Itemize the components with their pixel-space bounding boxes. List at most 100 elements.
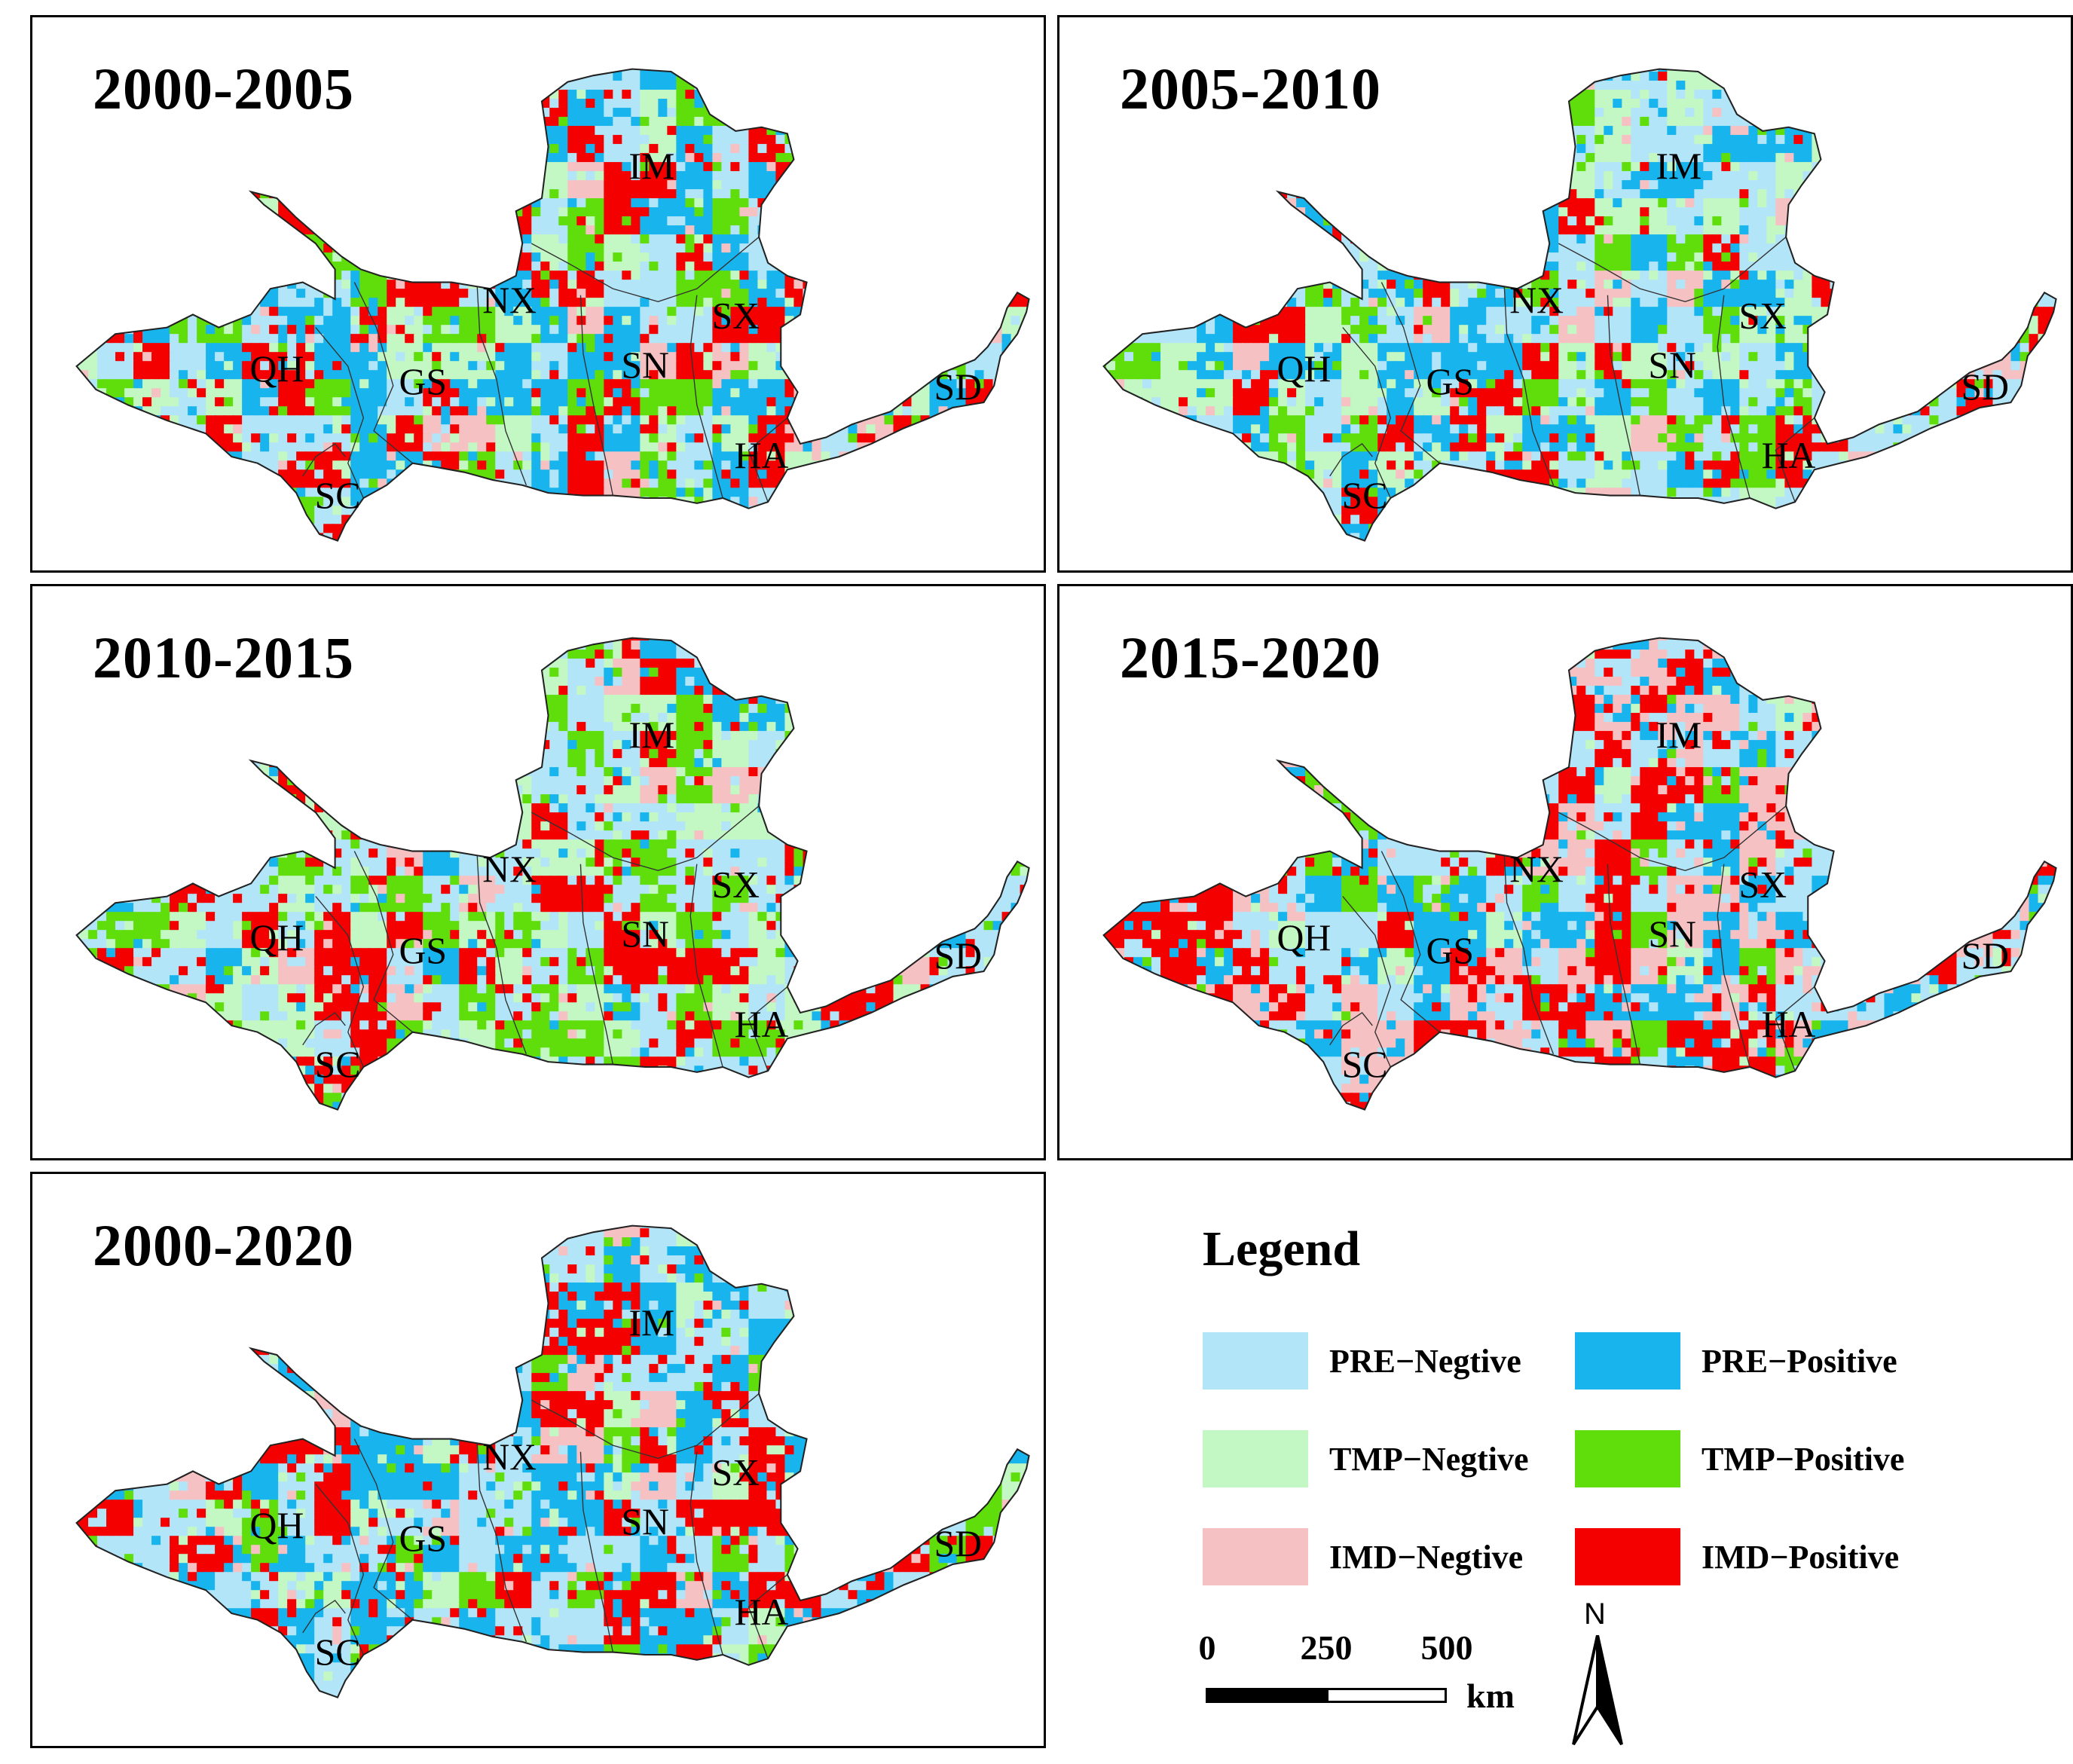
map-cell [531, 135, 542, 145]
map-cell [242, 397, 252, 408]
map-cell [839, 460, 849, 471]
map-cell [595, 325, 605, 335]
map-cell [1020, 334, 1029, 344]
map-cell [76, 72, 81, 82]
map-cell [179, 234, 189, 245]
map-cell [79, 72, 90, 82]
map-cell [793, 243, 804, 254]
map-cell [1020, 252, 1029, 263]
map-cell [179, 370, 189, 381]
map-cell [622, 361, 632, 371]
map-cell [423, 271, 433, 281]
map-cell [685, 108, 696, 118]
map-cell [911, 108, 922, 118]
map-cell [106, 361, 117, 371]
map-cell [188, 280, 198, 290]
map-cell [97, 451, 108, 462]
map-cell [396, 397, 406, 408]
map-cell [586, 216, 596, 227]
map-cell [432, 289, 442, 299]
map-cell [495, 424, 506, 435]
map-cell [242, 361, 252, 371]
map-cell [396, 81, 406, 91]
map-cell [712, 144, 723, 154]
map-cell [549, 433, 560, 444]
map-cell [76, 361, 81, 371]
map-cell [739, 442, 750, 453]
map-cell [76, 460, 81, 471]
map-cell [549, 216, 560, 227]
map-cell [188, 171, 198, 182]
map-cell [504, 388, 515, 399]
map-cell [956, 180, 967, 191]
map-cell [640, 180, 650, 191]
map-cell [387, 162, 397, 173]
map-cell [947, 234, 958, 245]
map-cell [188, 361, 198, 371]
map-cell [405, 451, 415, 462]
map-cell [649, 388, 659, 399]
map-cell [739, 307, 750, 317]
map-cell [613, 415, 623, 426]
map-cell [983, 126, 994, 136]
map-cell [558, 379, 569, 390]
map-cell [341, 406, 352, 417]
map-cell [142, 424, 153, 435]
map-cell [604, 424, 614, 435]
map-cell [739, 379, 750, 390]
map-cell [215, 189, 225, 200]
map-cell [142, 352, 153, 362]
map-cell [793, 144, 804, 154]
map-cell [649, 126, 659, 136]
map-cell [712, 69, 723, 73]
map-cell [368, 280, 379, 290]
map-cell [142, 234, 153, 245]
map-cell [784, 69, 795, 73]
map-cell [558, 171, 569, 182]
map-cell [1011, 406, 1021, 417]
map-cell [378, 126, 388, 136]
map-cell [76, 90, 81, 100]
map-cell [812, 370, 822, 381]
map-cell [830, 81, 840, 91]
map-cell [396, 126, 406, 136]
map-cell [567, 397, 578, 408]
map-cell [685, 69, 696, 73]
map-cell [260, 280, 271, 290]
map-cell [613, 234, 623, 245]
map-cell [793, 207, 804, 218]
map-cell [450, 352, 460, 362]
map-cell [432, 117, 442, 127]
map-cell [757, 469, 768, 480]
map-cell [1011, 207, 1021, 218]
map-cell [486, 108, 497, 118]
map-cell [459, 234, 469, 245]
map-cell [766, 99, 777, 109]
map-cell [269, 478, 280, 489]
map-cell [893, 108, 903, 118]
map-cell [106, 271, 117, 281]
map-cell [188, 415, 198, 426]
map-cell [567, 334, 578, 344]
map-cell [929, 171, 940, 182]
map-cell [522, 325, 533, 335]
map-cell [857, 379, 867, 390]
map-cell [79, 108, 90, 118]
map-cell [305, 352, 316, 362]
map-cell [549, 198, 560, 209]
map-cell [531, 352, 542, 362]
map-cell [757, 325, 768, 335]
map-cell [441, 180, 451, 191]
map-cell [359, 117, 370, 127]
map-cell [76, 343, 81, 353]
map-cell [974, 117, 985, 127]
map-cell [640, 271, 650, 281]
map-cell [359, 171, 370, 182]
map-cell [974, 162, 985, 173]
map-cell [76, 271, 81, 281]
map-cell [387, 171, 397, 182]
map-cell [667, 433, 677, 444]
map-cell [721, 261, 732, 272]
map-cell [848, 343, 858, 353]
map-cell [161, 469, 171, 480]
